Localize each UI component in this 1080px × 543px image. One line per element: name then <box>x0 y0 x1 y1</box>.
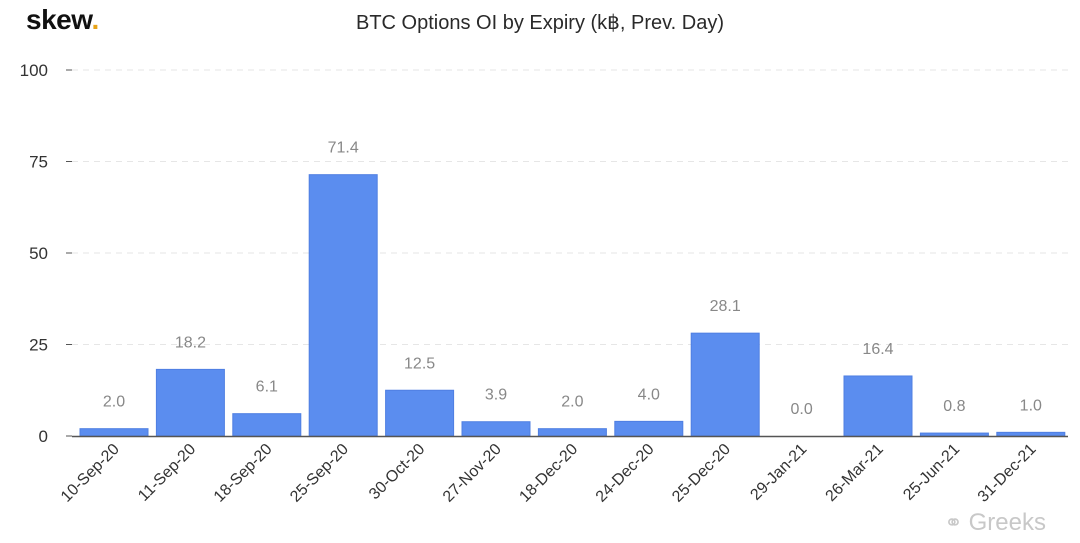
data-label: 0.8 <box>943 398 965 415</box>
x-tick-label: 18-Dec-20 <box>516 441 581 506</box>
chart-title: BTC Options OI by Expiry (k฿, Prev. Day) <box>356 12 724 34</box>
data-label: 16.4 <box>862 341 893 358</box>
skew-logo: skew. <box>26 4 99 35</box>
data-label: 28.1 <box>710 298 741 315</box>
bar <box>461 421 531 437</box>
data-label: 3.9 <box>485 387 507 404</box>
bar <box>155 368 225 437</box>
data-label: 2.0 <box>561 394 583 411</box>
data-label: 18.2 <box>175 334 206 351</box>
y-tick-label: 25 <box>29 336 48 355</box>
x-tick-label: 26-Mar-21 <box>823 441 887 505</box>
bar <box>308 174 378 437</box>
greeks-watermark: ⚭ Greeks <box>944 509 1046 536</box>
x-tick-label: 11-Sep-20 <box>135 441 199 505</box>
x-tick-label: 25-Sep-20 <box>287 441 352 506</box>
x-tick-label: 25-Jun-21 <box>900 441 963 504</box>
y-tick-label: 75 <box>29 153 48 172</box>
data-label: 1.0 <box>1020 397 1042 414</box>
x-tick-label: 27-Nov-20 <box>440 441 505 506</box>
x-tick-label: 31-Dec-21 <box>975 441 1040 506</box>
bar <box>385 389 455 437</box>
bar <box>537 428 607 437</box>
bar <box>690 332 760 437</box>
bar <box>614 420 684 437</box>
data-label: 2.0 <box>103 394 125 411</box>
data-label: 4.0 <box>638 386 660 403</box>
x-tick-label: 29-Jan-21 <box>747 441 810 504</box>
bar <box>79 428 149 437</box>
bar <box>232 413 302 437</box>
y-tick-label: 0 <box>39 427 48 446</box>
bar <box>843 375 913 437</box>
x-tick-label: 18-Sep-20 <box>211 441 276 506</box>
x-tick-label: 10-Sep-20 <box>58 441 123 506</box>
data-label: 71.4 <box>328 140 359 157</box>
y-tick-label: 100 <box>20 61 48 80</box>
bar <box>996 431 1066 437</box>
bar <box>919 432 989 437</box>
x-tick-label: 24-Dec-20 <box>593 441 658 506</box>
x-tick-label: 25-Dec-20 <box>669 441 734 506</box>
data-label: 0.0 <box>790 401 812 418</box>
wechat-icon: ⚭ <box>944 510 963 535</box>
y-tick-label: 50 <box>29 244 48 263</box>
data-label: 12.5 <box>404 355 435 372</box>
data-label: 6.1 <box>256 379 278 396</box>
x-tick-label: 30-Oct-20 <box>366 441 428 503</box>
